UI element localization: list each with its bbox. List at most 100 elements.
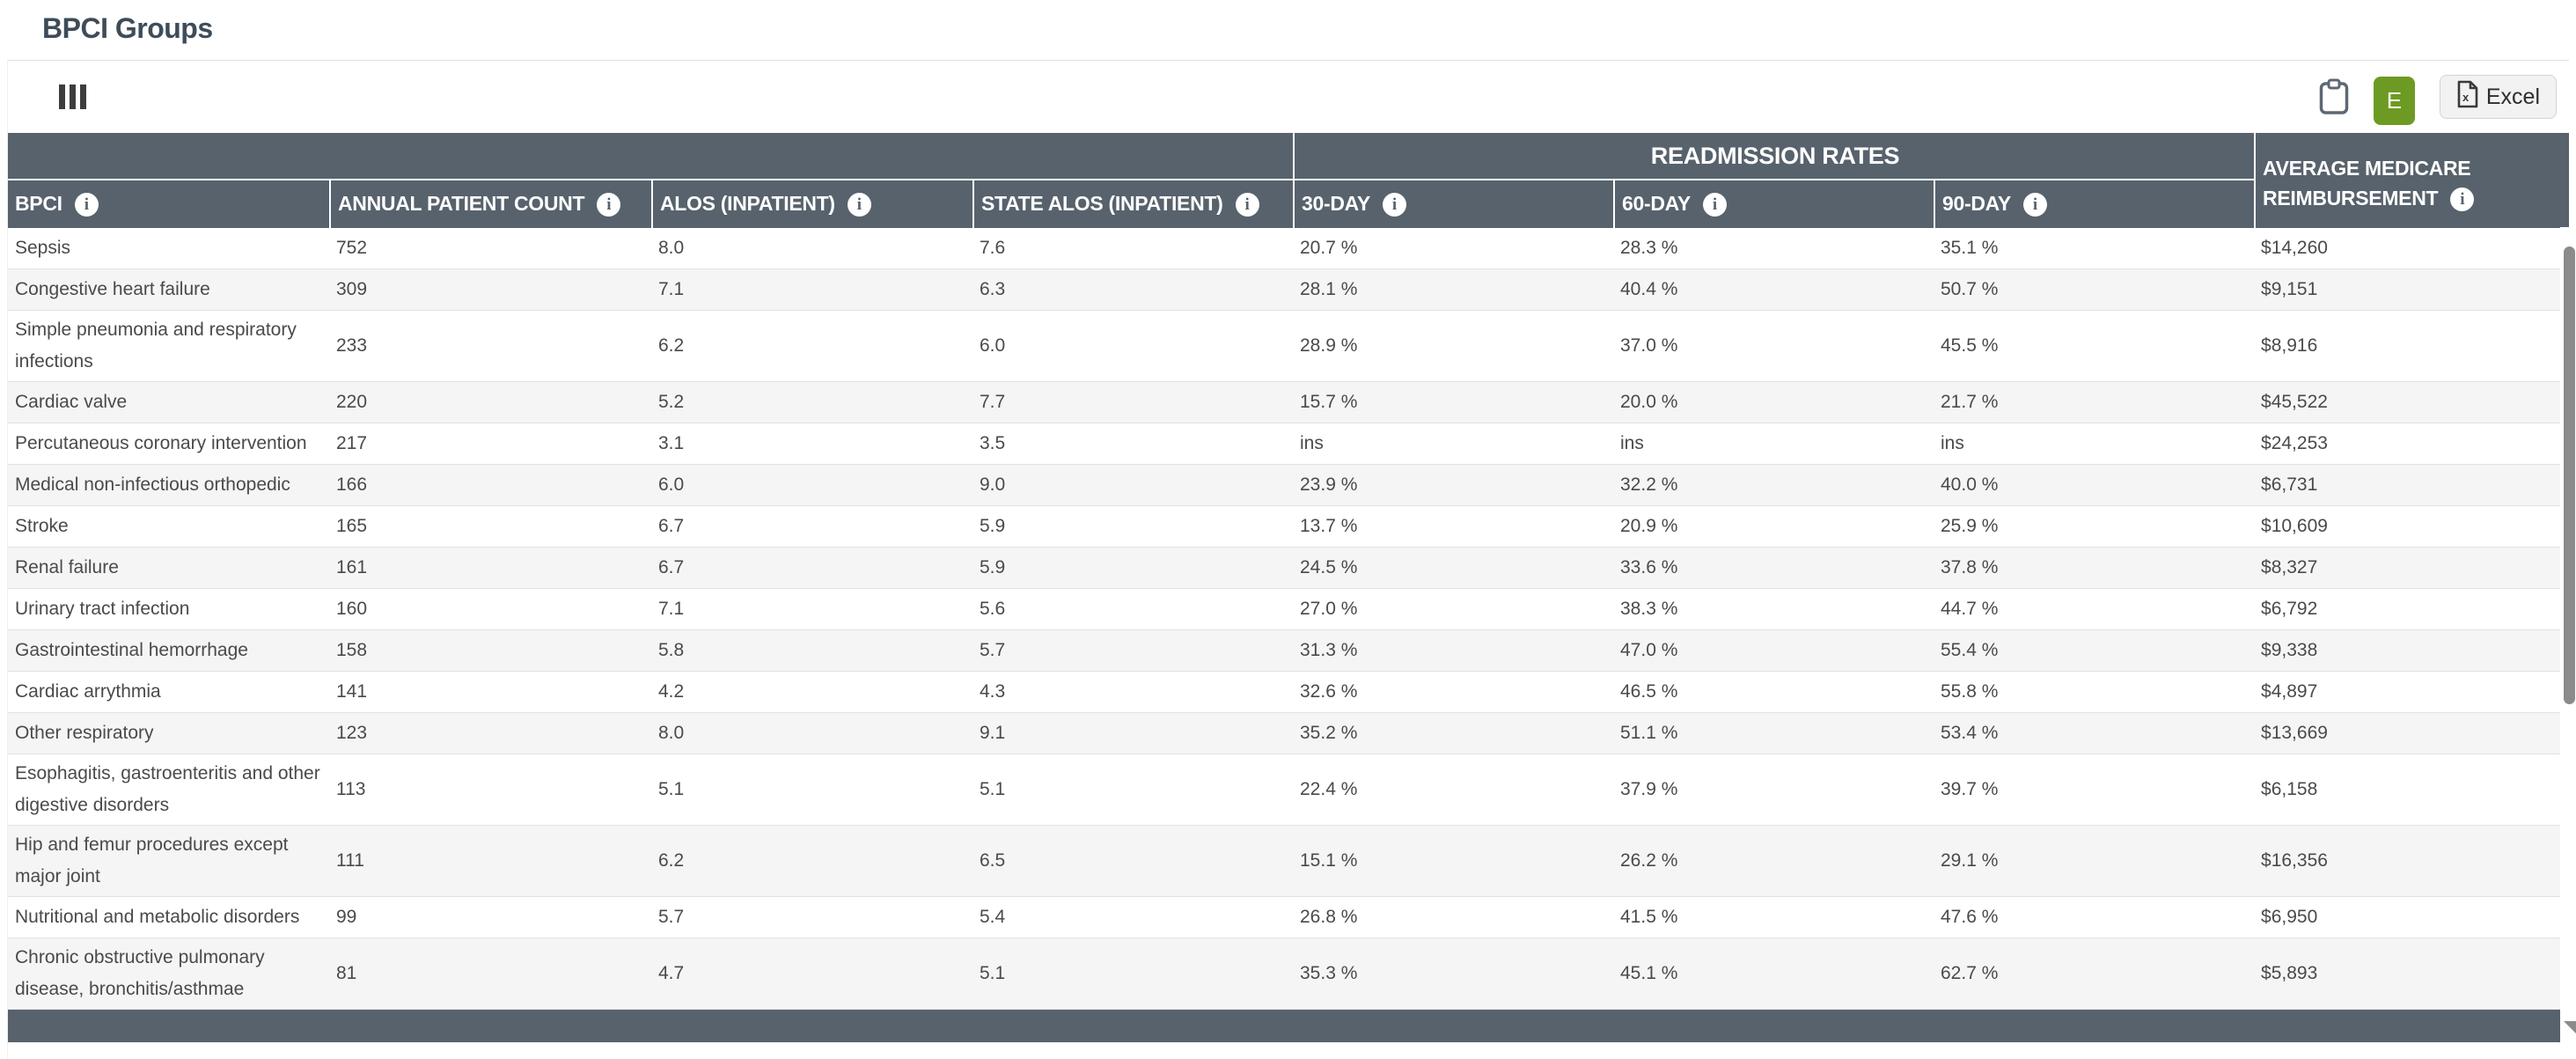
e-button[interactable]: E [2373, 76, 2415, 125]
cell-state-alos-inpatient: 9.0 [972, 465, 1293, 506]
cell-day60: 38.3 % [1613, 589, 1934, 630]
column-header-annual-patient-count[interactable]: ANNUAL PATIENT COUNT i [329, 179, 651, 228]
cell-day60: 47.0 % [1613, 630, 1934, 672]
info-icon[interactable]: i [2450, 188, 2475, 212]
info-icon[interactable]: i [1382, 193, 1406, 217]
cell-bpci: Nutritional and metabolic disorders [8, 897, 329, 938]
cell-state-alos-inpatient: 3.5 [972, 423, 1293, 465]
cell-day30: 15.1 % [1293, 826, 1613, 897]
cell-alos-inpatient: 8.0 [651, 713, 972, 754]
column-header-bpci[interactable]: BPCI i [8, 179, 329, 228]
cell-bpci: Sepsis [8, 228, 329, 269]
cell-day90: 62.7 % [1934, 938, 2255, 1010]
cell-bpci: Esophagitis, gastroenteritis and other d… [8, 754, 329, 826]
table-row: Cardiac valve 220 5.2 7.7 15.7 % 20.0 % 21.7 %… [8, 382, 2570, 423]
cell-avg-medicare-reimbursement: $8,916 [2254, 311, 2570, 382]
column-label: 30-DAY [1302, 191, 1370, 215]
cell-annual-patient-count: 111 [329, 826, 651, 897]
vertical-scrollbar[interactable] [2560, 227, 2576, 1055]
group-header-empty [8, 133, 1293, 179]
column-header-average-medicare-reimbursement[interactable]: AVERAGE MEDICARE REIMBURSEMENT i [2254, 133, 2570, 228]
group-header-row: READMISSION RATES AVERAGE MEDICARE REIMB… [8, 133, 2570, 228]
cell-day30: 28.1 % [1293, 269, 1613, 311]
table-row: Gastrointestinal hemorrhage 158 5.8 5.7 31.3… [8, 630, 2570, 672]
cell-day60: 45.1 % [1613, 938, 1934, 1010]
table-header: READMISSION RATES AVERAGE MEDICARE REIMB… [8, 133, 2570, 228]
cell-state-alos-inpatient: 5.1 [972, 938, 1293, 1010]
info-icon[interactable]: i [1702, 193, 1727, 217]
cell-day30: 27.0 % [1293, 589, 1613, 630]
cell-avg-medicare-reimbursement: $6,950 [2254, 897, 2570, 938]
cell-bpci: Cardiac arrythmia [8, 672, 329, 713]
cell-state-alos-inpatient: 5.9 [972, 506, 1293, 548]
cell-day90: 50.7 % [1934, 269, 2255, 311]
table-row: Esophagitis, gastroenteritis and other d… [8, 754, 2570, 826]
cell-day60: 51.1 % [1613, 713, 1934, 754]
column-label: ANNUAL PATIENT COUNT [338, 191, 585, 215]
info-icon[interactable]: i [847, 193, 871, 217]
table-row: Sepsis 752 8.0 7.6 20.7 % 28.3 % 35.1 % $14,260 [8, 228, 2570, 269]
cell-day60: 41.5 % [1613, 897, 1934, 938]
info-icon[interactable]: i [2022, 193, 2047, 217]
cell-annual-patient-count: 158 [329, 630, 651, 672]
cell-alos-inpatient: 6.7 [651, 506, 972, 548]
table-toolbar: E x Excel [8, 61, 2569, 133]
cell-day90: 53.4 % [1934, 713, 2255, 754]
cell-bpci: Stroke [8, 506, 329, 548]
cell-avg-medicare-reimbursement: $5,893 [2254, 938, 2570, 1010]
cell-annual-patient-count: 81 [329, 938, 651, 1010]
cell-day30: 28.9 % [1293, 311, 1613, 382]
columns-icon[interactable] [59, 85, 86, 109]
cell-avg-medicare-reimbursement: $45,522 [2254, 382, 2570, 423]
cell-state-alos-inpatient: 6.3 [972, 269, 1293, 311]
cell-alos-inpatient: 6.0 [651, 465, 972, 506]
info-icon[interactable]: i [74, 193, 99, 217]
column-header-30-day[interactable]: 30-DAY i [1293, 179, 1613, 228]
table-row: Renal failure 161 6.7 5.9 24.5 % 33.6 % 37.8 %… [8, 548, 2570, 589]
cell-annual-patient-count: 752 [329, 228, 651, 269]
scrollbar-thumb[interactable] [2564, 246, 2575, 704]
cell-day30: 13.7 % [1293, 506, 1613, 548]
clipboard-icon[interactable] [2319, 78, 2349, 115]
cell-bpci: Simple pneumonia and respiratory infecti… [8, 311, 329, 382]
cell-day30: 35.2 % [1293, 713, 1613, 754]
table-row: Other respiratory 123 8.0 9.1 35.2 % 51.1 % 53… [8, 713, 2570, 754]
table-row: Simple pneumonia and respiratory infecti… [8, 311, 2570, 382]
table-row: Stroke 165 6.7 5.9 13.7 % 20.9 % 25.9 % $10,609 [8, 506, 2570, 548]
column-header-state-alos-inpatient[interactable]: STATE ALOS (INPATIENT) i [972, 179, 1293, 228]
cell-day30: 31.3 % [1293, 630, 1613, 672]
info-icon[interactable]: i [1235, 193, 1259, 217]
excel-button-label: Excel [2485, 84, 2540, 109]
cell-alos-inpatient: 5.2 [651, 382, 972, 423]
cell-annual-patient-count: 165 [329, 506, 651, 548]
column-header-90-day[interactable]: 90-DAY i [1934, 179, 2255, 228]
cell-day90: 29.1 % [1934, 826, 2255, 897]
column-header-60-day[interactable]: 60-DAY i [1613, 179, 1934, 228]
cell-annual-patient-count: 220 [329, 382, 651, 423]
column-header-alos-inpatient[interactable]: ALOS (INPATIENT) i [651, 179, 972, 228]
cell-day90: ins [1934, 423, 2255, 465]
excel-export-button[interactable]: x Excel [2439, 75, 2557, 119]
cell-alos-inpatient: 4.2 [651, 672, 972, 713]
cell-avg-medicare-reimbursement: $6,158 [2254, 754, 2570, 826]
cell-day60: 46.5 % [1613, 672, 1934, 713]
scrollbar-corner-arrow[interactable] [2564, 1021, 2576, 1033]
cell-annual-patient-count: 161 [329, 548, 651, 589]
cell-day90: 40.0 % [1934, 465, 2255, 506]
column-label: AVERAGE MEDICARE REIMBURSEMENT [2263, 157, 2471, 210]
cell-bpci: Hip and femur procedures except major jo… [8, 826, 329, 897]
columns-icon-bar [70, 85, 76, 109]
cell-day90: 25.9 % [1934, 506, 2255, 548]
info-icon[interactable]: i [597, 193, 621, 217]
cell-day30: 20.7 % [1293, 228, 1613, 269]
cell-state-alos-inpatient: 7.7 [972, 382, 1293, 423]
table-row: Congestive heart failure 309 7.1 6.3 28.1 % 4… [8, 269, 2570, 311]
cell-alos-inpatient: 5.1 [651, 754, 972, 826]
cell-day90: 44.7 % [1934, 589, 2255, 630]
cell-state-alos-inpatient: 5.7 [972, 630, 1293, 672]
cell-avg-medicare-reimbursement: $8,327 [2254, 548, 2570, 589]
cell-avg-medicare-reimbursement: $16,356 [2254, 826, 2570, 897]
cell-day30: 23.9 % [1293, 465, 1613, 506]
cell-day60: 20.0 % [1613, 382, 1934, 423]
cell-annual-patient-count: 113 [329, 754, 651, 826]
